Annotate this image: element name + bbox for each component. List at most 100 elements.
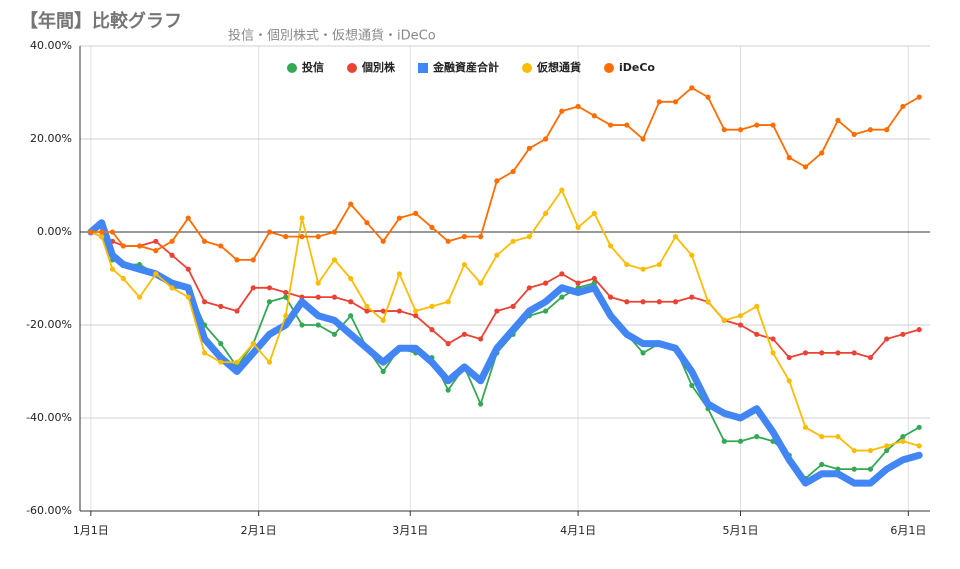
data-point bbox=[802, 164, 809, 170]
data-point bbox=[543, 280, 549, 286]
y-tick-label: -60.00% bbox=[26, 504, 72, 517]
data-point bbox=[136, 294, 143, 300]
y-tick-label: 0.00% bbox=[37, 225, 72, 238]
data-point bbox=[218, 359, 224, 365]
data-point bbox=[413, 210, 419, 216]
data-point bbox=[266, 359, 273, 365]
data-point bbox=[315, 234, 321, 240]
data-point bbox=[120, 243, 126, 249]
data-point bbox=[819, 434, 825, 440]
data-point bbox=[331, 257, 338, 263]
data-point bbox=[153, 238, 159, 244]
data-point bbox=[315, 322, 321, 328]
data-point bbox=[380, 368, 386, 375]
data-point bbox=[737, 322, 744, 328]
data-point bbox=[299, 215, 305, 221]
data-point bbox=[396, 215, 403, 221]
data-point bbox=[559, 271, 565, 277]
data-point bbox=[786, 378, 792, 384]
data-point bbox=[494, 178, 500, 184]
legend-marker bbox=[522, 63, 532, 73]
data-point bbox=[802, 424, 809, 430]
data-point bbox=[591, 275, 597, 282]
data-point bbox=[266, 229, 273, 235]
data-point bbox=[721, 438, 727, 444]
data-point bbox=[396, 308, 403, 314]
data-point bbox=[705, 94, 711, 100]
legend-label: 個別株 bbox=[361, 60, 396, 74]
data-point bbox=[234, 308, 240, 314]
data-point bbox=[705, 299, 711, 305]
data-point bbox=[851, 350, 857, 356]
data-point bbox=[445, 341, 451, 347]
legend-label: 投信 bbox=[302, 60, 324, 74]
y-tick-label: -40.00% bbox=[26, 411, 72, 424]
data-point bbox=[543, 308, 549, 314]
data-point bbox=[169, 238, 175, 244]
data-point bbox=[802, 350, 809, 356]
data-point bbox=[591, 210, 597, 216]
data-point bbox=[721, 317, 727, 323]
data-point bbox=[445, 299, 451, 305]
data-point bbox=[380, 238, 386, 244]
data-point bbox=[88, 229, 94, 235]
data-point bbox=[283, 294, 289, 300]
data-point bbox=[526, 285, 532, 291]
data-point bbox=[109, 229, 116, 235]
x-tick-label: 5月1日 bbox=[723, 524, 759, 537]
data-point bbox=[672, 99, 679, 105]
data-point bbox=[461, 331, 467, 337]
data-point bbox=[770, 336, 776, 342]
data-point bbox=[315, 280, 321, 286]
data-point bbox=[169, 285, 175, 291]
data-point bbox=[510, 303, 516, 309]
data-point bbox=[754, 303, 760, 309]
data-point bbox=[591, 113, 597, 119]
data-point bbox=[575, 280, 581, 286]
data-point bbox=[867, 447, 874, 454]
data-point bbox=[672, 299, 679, 305]
data-point bbox=[884, 443, 890, 449]
data-point bbox=[283, 313, 289, 319]
data-point bbox=[250, 341, 256, 347]
data-point bbox=[884, 336, 890, 342]
data-point bbox=[900, 438, 906, 444]
x-tick-label: 1月1日 bbox=[73, 524, 109, 537]
legend-marker bbox=[418, 63, 428, 73]
data-point bbox=[429, 303, 435, 309]
data-point bbox=[754, 122, 760, 128]
data-point bbox=[283, 234, 289, 240]
data-point bbox=[851, 131, 857, 137]
data-point bbox=[900, 331, 906, 337]
data-point bbox=[786, 354, 792, 361]
data-point bbox=[299, 294, 305, 300]
data-point bbox=[250, 257, 256, 263]
data-point bbox=[575, 103, 581, 110]
chart-title: 【年間】比較グラフ bbox=[20, 10, 182, 32]
data-point bbox=[461, 234, 467, 240]
data-point bbox=[283, 289, 289, 296]
data-point bbox=[835, 350, 841, 356]
data-point bbox=[916, 327, 922, 333]
data-point bbox=[153, 271, 159, 277]
data-point bbox=[656, 261, 662, 268]
data-point bbox=[835, 117, 841, 123]
data-point bbox=[884, 127, 890, 133]
data-point bbox=[234, 257, 240, 263]
data-point bbox=[331, 229, 338, 235]
data-point bbox=[526, 234, 532, 240]
legend-marker bbox=[604, 63, 614, 73]
legend-label: 金融資産合計 bbox=[432, 60, 499, 74]
data-point bbox=[364, 303, 370, 309]
data-point bbox=[266, 299, 273, 305]
data-point bbox=[218, 341, 224, 347]
data-point bbox=[136, 243, 143, 249]
data-point bbox=[607, 294, 614, 300]
chart-subtitle: 投信・個別株式・仮想通貨・iDeCo bbox=[228, 28, 436, 44]
data-point bbox=[754, 331, 760, 337]
data-point bbox=[900, 103, 906, 110]
data-point bbox=[185, 266, 191, 272]
data-point bbox=[99, 229, 105, 235]
data-point bbox=[218, 243, 224, 249]
data-point bbox=[591, 280, 597, 286]
